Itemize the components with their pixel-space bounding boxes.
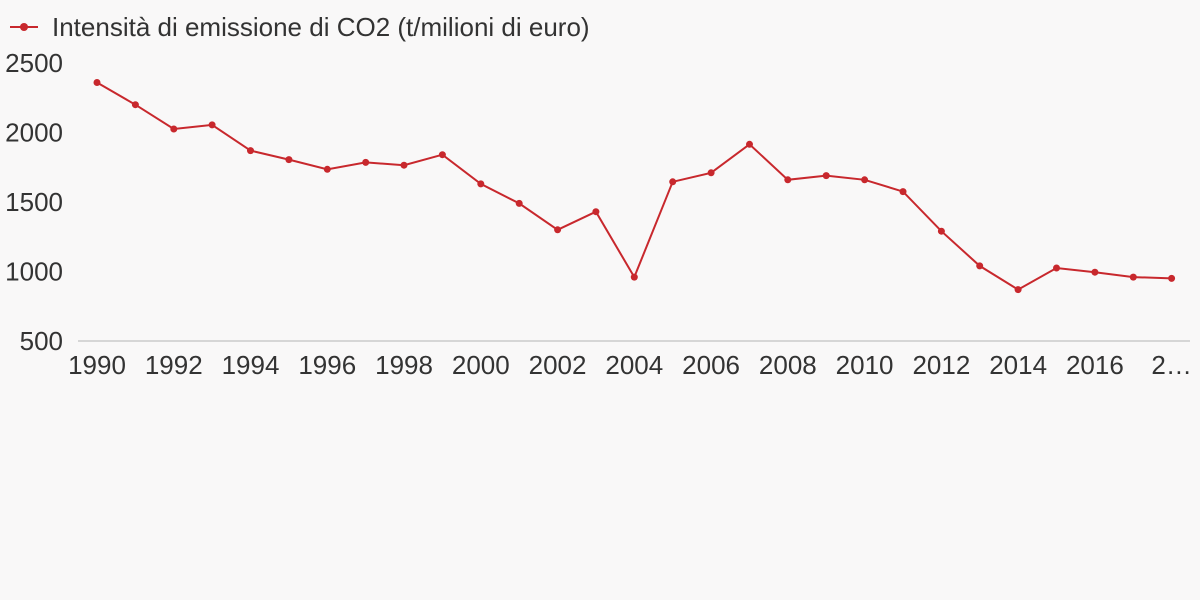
x-axis-ticks: 1990 1992 1994 1996 1998 2000 2002 2004 2006 2008… — [68, 350, 1192, 380]
legend: Intensità di emissione di CO2 (t/milioni… — [10, 12, 590, 42]
y-tick-label: 2000 — [5, 118, 63, 148]
data-point — [438, 151, 446, 159]
data-point — [669, 178, 677, 186]
data-point — [131, 101, 139, 109]
data-point — [208, 121, 216, 129]
data-point — [1091, 268, 1099, 276]
x-tick-label: 1990 — [68, 350, 126, 380]
data-point — [515, 199, 523, 207]
y-tick-label: 2500 — [5, 48, 63, 78]
data-point — [746, 140, 753, 148]
data-point — [861, 176, 869, 184]
legend-label: Intensità di emissione di CO2 (t/milioni… — [52, 12, 590, 42]
x-tick-label: 2008 — [759, 350, 817, 380]
data-point — [477, 180, 485, 188]
x-tick-label: 2010 — [836, 350, 894, 380]
data-point — [937, 227, 945, 235]
data-point — [247, 147, 254, 155]
data-point — [707, 169, 715, 177]
data-point — [592, 208, 600, 216]
x-tick-label: 2006 — [682, 350, 740, 380]
data-point — [784, 176, 792, 184]
data-point — [362, 158, 370, 166]
x-tick-label: 1998 — [375, 350, 433, 380]
x-tick-label: 2016 — [1066, 350, 1124, 380]
data-point — [1014, 286, 1022, 294]
x-tick-label: 2… — [1151, 350, 1191, 380]
x-tick-label: 2012 — [912, 350, 970, 380]
x-tick-label: 1992 — [145, 350, 203, 380]
data-point — [400, 161, 408, 169]
y-tick-label: 500 — [20, 326, 63, 356]
series-points — [93, 79, 1176, 294]
series-line — [96, 81, 1172, 291]
data-point — [1129, 273, 1137, 281]
data-point — [554, 226, 562, 234]
data-point — [1168, 274, 1176, 282]
data-point — [93, 79, 101, 86]
x-tick-label: 2002 — [529, 350, 587, 380]
data-point — [899, 188, 907, 196]
data-point — [170, 125, 178, 133]
data-point — [630, 273, 638, 281]
legend-dot-marker — [20, 23, 28, 31]
data-point — [822, 172, 830, 180]
x-tick-label: 1996 — [298, 350, 356, 380]
x-tick-label: 2000 — [452, 350, 510, 380]
y-tick-label: 1500 — [5, 187, 63, 217]
y-tick-label: 1000 — [5, 257, 63, 287]
x-tick-label: 2004 — [605, 350, 663, 380]
data-point — [323, 165, 331, 173]
data-point — [1053, 264, 1060, 272]
data-point — [285, 156, 293, 164]
x-tick-label: 1994 — [222, 350, 280, 380]
x-tick-label: 2014 — [989, 350, 1047, 380]
y-axis-ticks: 2500 2000 1500 1000 500 — [5, 48, 63, 356]
data-point — [976, 262, 984, 270]
